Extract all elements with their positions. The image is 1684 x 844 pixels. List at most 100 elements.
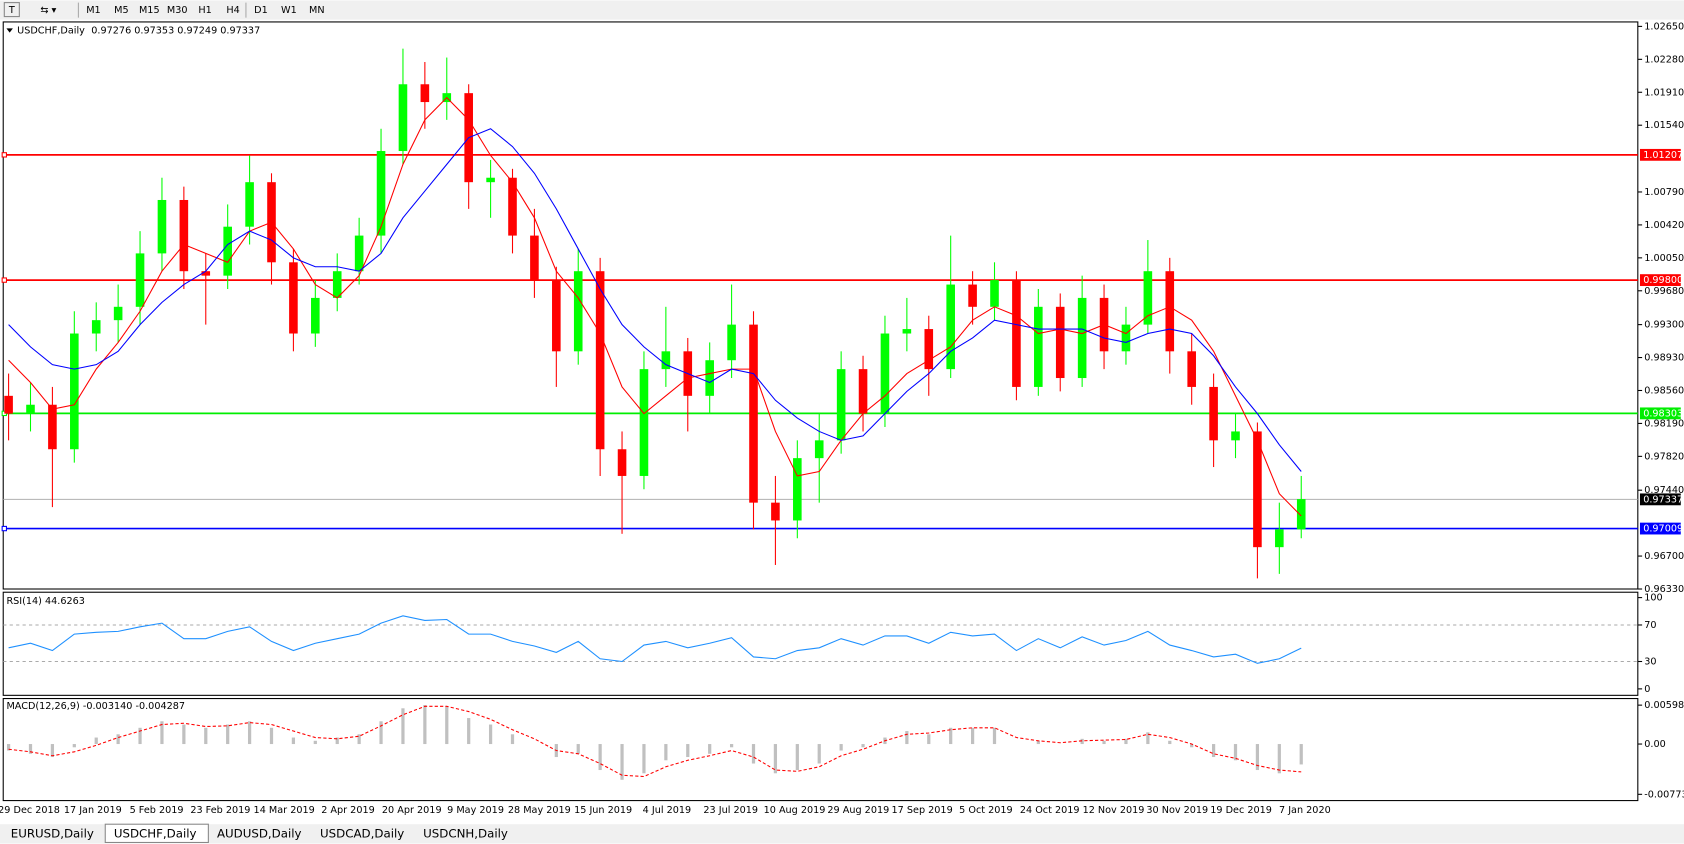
y-tick-label: 0.98560	[1644, 385, 1684, 396]
y-tick-label: 0.99300	[1644, 320, 1684, 331]
y-tick-label: 1.02280	[1644, 54, 1684, 65]
x-tick-label: 12 Nov 2019	[1083, 805, 1145, 816]
candle-body	[201, 271, 211, 276]
level-tag	[1639, 274, 1681, 287]
x-tick-label: 17 Jan 2019	[64, 805, 122, 816]
level-tag	[1639, 148, 1681, 161]
y-tick-label: 1.01910	[1644, 87, 1684, 98]
candle-body	[1077, 297, 1087, 379]
candle-body	[968, 284, 977, 307]
candle-body	[530, 235, 539, 281]
x-tick-label: 14 Mar 2019	[254, 805, 315, 816]
candle-body	[157, 199, 167, 254]
x-tick-label: 2 Apr 2019	[321, 805, 375, 816]
x-tick-label: 20 Apr 2019	[382, 805, 442, 816]
symbol-title: USDCHF,Daily	[17, 26, 85, 37]
candle-body	[661, 351, 671, 370]
candle-body	[113, 306, 123, 321]
macd-panel	[2, 698, 1639, 802]
candle-body	[924, 329, 934, 370]
rsi-line	[8, 615, 1302, 664]
tab[interactable]: EURUSD,Daily	[11, 826, 94, 840]
collapse-arrow[interactable]	[6, 28, 13, 33]
objects-tool[interactable]: ⇆ ▾	[40, 5, 56, 16]
candle-body	[793, 458, 802, 521]
candle-body	[26, 404, 35, 414]
x-tick-label: 19 Dec 2019	[1210, 805, 1272, 816]
y-tick-label: 0.97820	[1644, 451, 1684, 462]
moving-average	[8, 96, 1302, 517]
candle-body	[639, 369, 649, 476]
x-tick-label: 15 Jun 2019	[574, 805, 632, 816]
candle-body	[91, 320, 101, 334]
candle-body	[1231, 431, 1240, 441]
level-label: 0.97009	[1643, 524, 1683, 535]
timeframe-button[interactable]: D1	[254, 5, 268, 16]
x-tick-label: 17 Sep 2019	[892, 805, 953, 816]
level-label: 0.99800	[1643, 275, 1683, 286]
y-tick-label: 30	[1644, 656, 1656, 667]
y-tick-label: 1.00790	[1644, 187, 1684, 198]
toolbar	[0, 0, 1684, 20]
current-price-tag	[1639, 493, 1681, 506]
candle-body	[1253, 431, 1262, 548]
candle-body	[332, 271, 342, 298]
timeframe-button[interactable]: MN	[309, 5, 325, 16]
y-tick-label: 1.00050	[1644, 253, 1684, 264]
rsi-panel	[2, 591, 1639, 696]
macd-title: MACD(12,26,9) -0.003140 -0.004287	[6, 701, 185, 712]
candle-body	[1296, 499, 1306, 530]
candle-body	[727, 324, 736, 361]
timeframe-button[interactable]: M5	[114, 5, 128, 16]
candle-body	[1209, 386, 1218, 441]
timeframe-button[interactable]: M30	[167, 5, 188, 16]
x-tick-label: 4 Jul 2019	[643, 805, 692, 816]
x-tick-label: 28 May 2019	[508, 805, 571, 816]
timeframe-button[interactable]: M15	[139, 5, 160, 16]
candle-body	[245, 182, 254, 227]
quote: 0.97276 0.97353 0.97249 0.97337	[91, 26, 260, 37]
timeframe-button[interactable]: M1	[86, 5, 100, 16]
candle-body	[420, 84, 430, 103]
candle-body	[617, 449, 627, 476]
x-tick-label: 29 Dec 2018	[0, 805, 60, 816]
x-tick-label: 29 Aug 2019	[827, 805, 889, 816]
tab[interactable]: AUDUSD,Daily	[217, 826, 302, 840]
tab[interactable]: USDCAD,Daily	[320, 826, 404, 840]
tab[interactable]: USDCNH,Daily	[423, 826, 508, 840]
y-tick-label: 0.97440	[1644, 485, 1684, 496]
candle-body	[223, 226, 232, 276]
candle-body	[135, 253, 145, 307]
candle-body	[70, 333, 79, 450]
candle-body	[880, 333, 890, 414]
level-label: 0.98303	[1643, 408, 1683, 419]
candle-body	[179, 199, 189, 272]
y-tick-label: 0.96330	[1644, 584, 1684, 595]
x-tick-label: 23 Feb 2019	[190, 805, 250, 816]
y-tick-label: 100	[1644, 593, 1662, 604]
level-handle	[1, 152, 7, 158]
level-handle	[1, 277, 7, 283]
x-tick-label: 23 Jul 2019	[703, 805, 758, 816]
candle-body	[48, 404, 57, 450]
timeframe-button[interactable]: W1	[281, 5, 297, 16]
y-tick-label: 70	[1644, 620, 1656, 631]
text-tool[interactable]	[3, 2, 20, 18]
y-tick-label: -0.007737	[1644, 789, 1684, 800]
candle-body	[1034, 306, 1043, 387]
timeframe-button[interactable]: H4	[226, 5, 239, 16]
candle-body	[552, 280, 561, 352]
level-label: 1.01207	[1643, 150, 1683, 161]
y-tick-label: 0.99680	[1644, 286, 1684, 297]
candle-body	[508, 177, 517, 236]
tab[interactable]: USDCHF,Daily	[114, 826, 197, 840]
timeframe-button[interactable]: H1	[198, 5, 211, 16]
y-tick-label: 0.98930	[1644, 353, 1684, 364]
candle-body	[354, 235, 364, 272]
candle-body	[1275, 529, 1284, 548]
level-tag	[1639, 522, 1681, 535]
candle-body	[946, 284, 955, 370]
x-tick-label: 30 Nov 2019	[1146, 805, 1208, 816]
candle-body	[376, 151, 386, 236]
candle-body	[398, 84, 408, 152]
